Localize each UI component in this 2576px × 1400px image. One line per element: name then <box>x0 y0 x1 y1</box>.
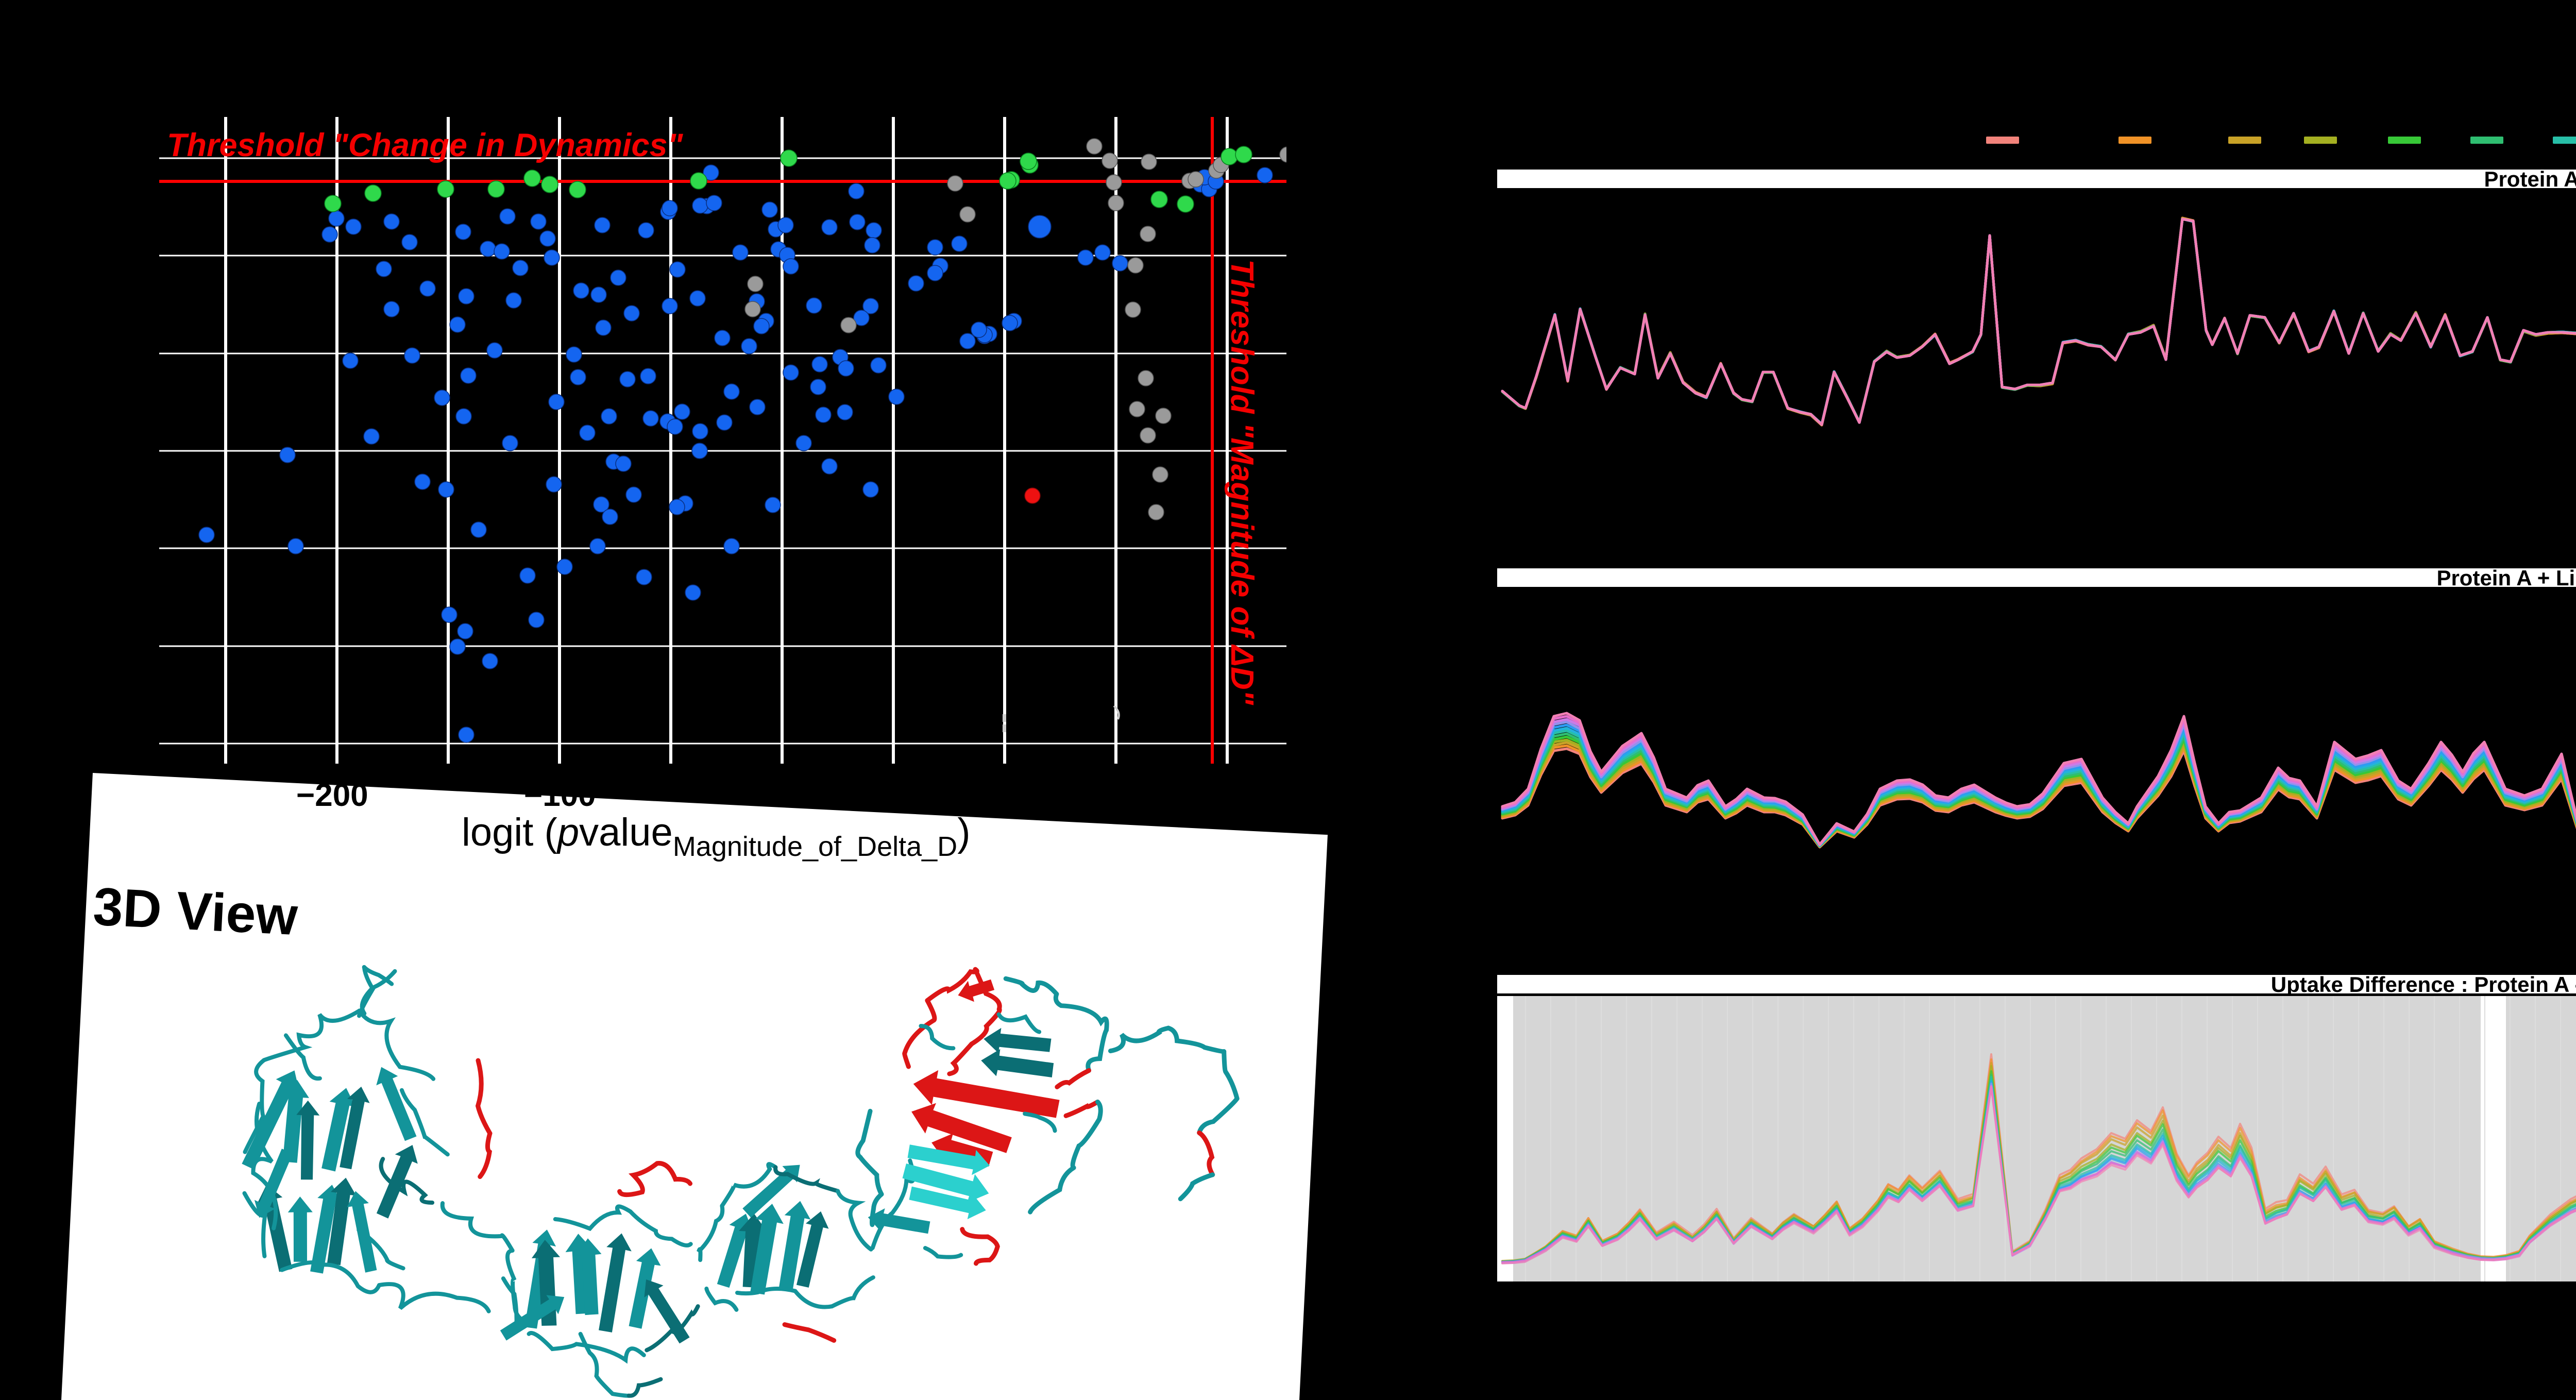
svg-text:Protein A + Ligand: Protein A + Ligand <box>2436 566 2576 590</box>
svg-text:Uptake Difference : Protein A: Uptake Difference : Protein A - (Protein… <box>2271 972 2576 997</box>
svg-text:Threshold "Magnitude of ΔD": Threshold "Magnitude of ΔD" <box>1224 259 1260 706</box>
svg-text:Threshold "Change in Dynamics": Threshold "Change in Dynamics" <box>167 127 684 163</box>
svg-text:Protein A: Protein A <box>2484 167 2576 191</box>
